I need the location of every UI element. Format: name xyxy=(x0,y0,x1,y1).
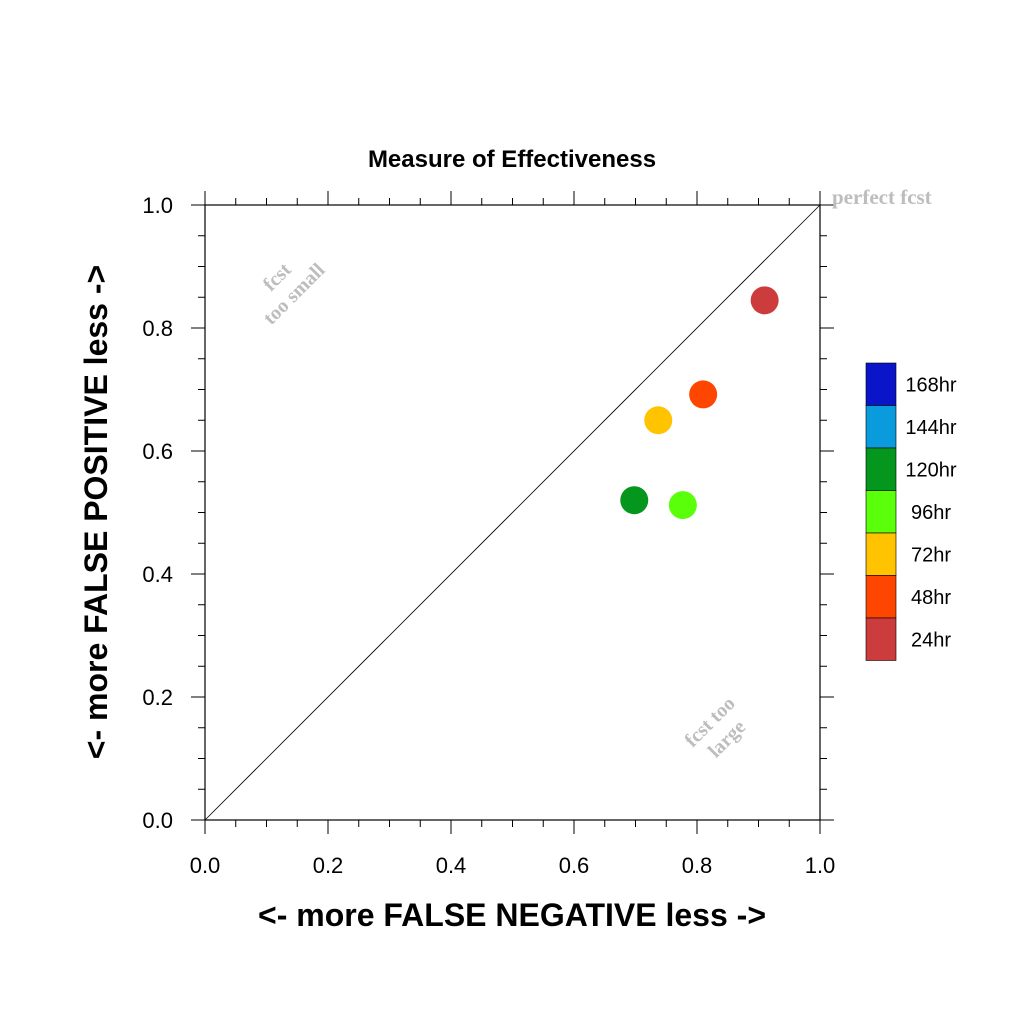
point-120hr xyxy=(620,486,649,515)
legend: 168hr 144hr 120hr 96hr 72hr 48hr 24hr xyxy=(865,362,957,661)
y-tick-labels: 0.0 0.2 0.4 0.6 0.8 1.0 xyxy=(142,193,173,833)
point-48hr xyxy=(689,380,718,409)
point-24hr xyxy=(750,286,779,315)
axis-ticks xyxy=(191,191,834,834)
point-96hr xyxy=(668,491,697,520)
legend-swatch-120hr xyxy=(865,447,897,491)
legend-swatch-72hr xyxy=(865,532,897,576)
y-tick-label: 0.0 xyxy=(142,808,173,833)
legend-swatch-168hr xyxy=(865,362,897,406)
legend-swatch-144hr xyxy=(865,405,897,449)
legend-label-120hr: 120hr xyxy=(905,459,956,481)
legend-label-144hr: 144hr xyxy=(905,417,956,439)
perfect-forecast-diagonal xyxy=(204,204,821,821)
y-tick-label: 0.8 xyxy=(142,316,173,341)
legend-label-96hr: 96hr xyxy=(911,502,951,524)
legend-label-48hr: 48hr xyxy=(911,587,951,609)
data-points xyxy=(620,286,779,520)
x-tick-labels: 0.0 0.2 0.4 0.6 0.8 1.0 xyxy=(190,853,836,878)
y-tick-label: 0.6 xyxy=(142,439,173,464)
annotation-too-small: fcst too small xyxy=(259,259,330,330)
annotation-too-large: fcst too large xyxy=(681,693,751,763)
legend-label-72hr: 72hr xyxy=(911,544,951,566)
legend-label-24hr: 24hr xyxy=(911,629,951,651)
x-tick-label: 0.6 xyxy=(559,853,590,878)
x-tick-label: 1.0 xyxy=(805,853,836,878)
legend-swatch-24hr xyxy=(865,617,897,661)
x-tick-label: 0.4 xyxy=(436,853,467,878)
y-tick-label: 0.4 xyxy=(142,562,173,587)
y-tick-label: 1.0 xyxy=(142,193,173,218)
x-tick-label: 0.8 xyxy=(682,853,713,878)
x-tick-label: 0.0 xyxy=(190,853,221,878)
legend-swatch-96hr xyxy=(865,490,897,534)
x-axis-title: <- more FALSE NEGATIVE less -> xyxy=(258,897,766,933)
chart-title: Measure of Effectiveness xyxy=(368,146,656,173)
legend-swatch-48hr xyxy=(865,575,897,619)
x-tick-label: 0.2 xyxy=(313,853,344,878)
point-72hr xyxy=(644,406,673,435)
legend-label-168hr: 168hr xyxy=(905,374,956,396)
y-axis-title: <- more FALSE POSITIVE less -> xyxy=(78,265,114,759)
y-tick-label: 0.2 xyxy=(142,685,173,710)
annotation-perfect-forecast: perfect fcst xyxy=(832,185,932,209)
